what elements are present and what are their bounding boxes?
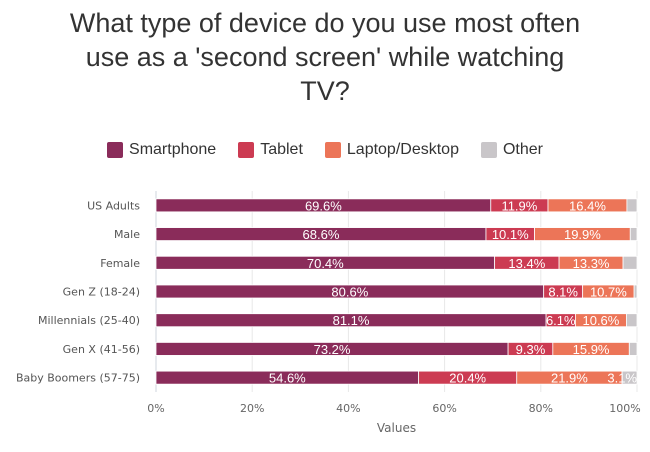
bar-segment[interactable] bbox=[622, 255, 638, 270]
legend-item-tablet[interactable]: Tablet bbox=[238, 141, 303, 159]
bar-segment[interactable] bbox=[633, 284, 638, 299]
data-label: 81.1% bbox=[333, 313, 370, 328]
category-label: Female bbox=[100, 257, 140, 270]
legend-item-other[interactable]: Other bbox=[480, 141, 543, 159]
data-label: 13.3% bbox=[573, 256, 610, 271]
data-label: 3.1% bbox=[607, 371, 637, 386]
x-tick-label: 80% bbox=[529, 402, 553, 415]
category-label: Millennials (25-40) bbox=[38, 314, 140, 327]
data-label: 69.6% bbox=[305, 198, 342, 213]
data-label: 70.4% bbox=[307, 256, 344, 271]
data-label: 20.4% bbox=[449, 371, 486, 386]
data-label: 73.2% bbox=[314, 342, 351, 357]
data-label: 9.3% bbox=[516, 342, 546, 357]
x-tick-label: 40% bbox=[336, 402, 360, 415]
legend-item-laptop[interactable]: Laptop/Desktop bbox=[324, 141, 459, 159]
legend-label: Laptop/Desktop bbox=[346, 141, 459, 158]
legend: Smartphone Tablet Laptop/Desktop Other bbox=[0, 141, 650, 159]
category-label: Baby Boomers (57-75) bbox=[16, 372, 140, 385]
data-label: 21.9% bbox=[551, 371, 588, 386]
data-label: 19.9% bbox=[564, 227, 601, 242]
bar-segment[interactable] bbox=[626, 313, 638, 328]
data-label: 6.1% bbox=[546, 313, 576, 328]
x-tick-label: 20% bbox=[240, 402, 264, 415]
x-tick-label: 100% bbox=[609, 402, 640, 415]
x-tick-label: 60% bbox=[432, 402, 456, 415]
data-label: 10.7% bbox=[590, 285, 627, 300]
legend-swatch-laptop bbox=[324, 142, 341, 158]
chart-title: What type of device do you use most ofte… bbox=[0, 6, 650, 108]
legend-label: Tablet bbox=[260, 141, 303, 158]
legend-swatch-tablet bbox=[238, 142, 255, 158]
data-label: 11.9% bbox=[501, 198, 537, 213]
data-label: 10.6% bbox=[582, 313, 619, 328]
data-label: 13.4% bbox=[508, 256, 545, 271]
bar-segment[interactable] bbox=[626, 198, 638, 213]
legend-label: Other bbox=[502, 141, 543, 158]
title-line-3: TV? bbox=[300, 76, 350, 106]
legend-swatch-smartphone bbox=[107, 142, 124, 158]
x-tick-label: 0% bbox=[147, 402, 164, 415]
title-line-1: What type of device do you use most ofte… bbox=[69, 8, 581, 38]
legend-swatch-other bbox=[480, 142, 497, 158]
bar-segment[interactable] bbox=[628, 342, 638, 356]
x-axis-title: Values bbox=[377, 421, 416, 435]
data-label: 8.1% bbox=[548, 285, 578, 300]
category-label: Gen Z (18-24) bbox=[63, 286, 140, 299]
category-label: Gen X (41-56) bbox=[63, 343, 140, 356]
data-label: 16.4% bbox=[569, 198, 606, 213]
data-label: 68.6% bbox=[303, 227, 340, 242]
bar-segment[interactable] bbox=[629, 227, 638, 241]
data-label: 80.6% bbox=[331, 285, 368, 300]
legend-item-smartphone[interactable]: Smartphone bbox=[107, 141, 216, 159]
data-label: 10.1% bbox=[492, 227, 529, 242]
category-label: US Adults bbox=[87, 199, 140, 212]
data-label: 54.6% bbox=[269, 371, 306, 386]
data-label: 15.9% bbox=[573, 342, 610, 357]
category-label: Male bbox=[114, 228, 140, 241]
legend-label: Smartphone bbox=[129, 141, 217, 158]
title-line-2: use as a 'second screen' while watching bbox=[85, 42, 565, 72]
bar-segment[interactable] bbox=[621, 370, 638, 385]
